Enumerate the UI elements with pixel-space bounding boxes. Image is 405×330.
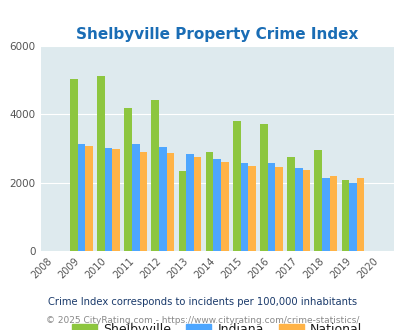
Bar: [112, 149, 119, 251]
Bar: [77, 145, 85, 251]
Bar: [341, 180, 348, 251]
Bar: [329, 176, 337, 251]
Bar: [232, 120, 240, 251]
Bar: [275, 167, 282, 251]
Bar: [348, 182, 356, 251]
Bar: [139, 152, 147, 251]
Text: Crime Index corresponds to incidents per 100,000 inhabitants: Crime Index corresponds to incidents per…: [48, 297, 357, 307]
Bar: [132, 144, 139, 251]
Bar: [247, 166, 255, 251]
Bar: [314, 150, 321, 251]
Bar: [240, 163, 247, 251]
Bar: [159, 148, 166, 251]
Bar: [124, 108, 132, 251]
Bar: [151, 100, 159, 251]
Bar: [294, 168, 302, 251]
Bar: [321, 178, 329, 251]
Legend: Shelbyville, Indiana, National: Shelbyville, Indiana, National: [67, 318, 367, 330]
Bar: [166, 153, 174, 251]
Bar: [70, 79, 77, 251]
Bar: [85, 147, 92, 251]
Title: Shelbyville Property Crime Index: Shelbyville Property Crime Index: [76, 27, 358, 42]
Bar: [193, 157, 201, 251]
Bar: [220, 162, 228, 251]
Bar: [97, 76, 104, 251]
Text: © 2025 CityRating.com - https://www.cityrating.com/crime-statistics/: © 2025 CityRating.com - https://www.city…: [46, 316, 359, 325]
Bar: [260, 124, 267, 251]
Bar: [302, 170, 309, 251]
Bar: [205, 152, 213, 251]
Bar: [267, 163, 275, 251]
Bar: [287, 157, 294, 251]
Bar: [186, 154, 193, 251]
Bar: [213, 159, 220, 251]
Bar: [104, 148, 112, 251]
Bar: [178, 171, 186, 251]
Bar: [356, 178, 364, 251]
